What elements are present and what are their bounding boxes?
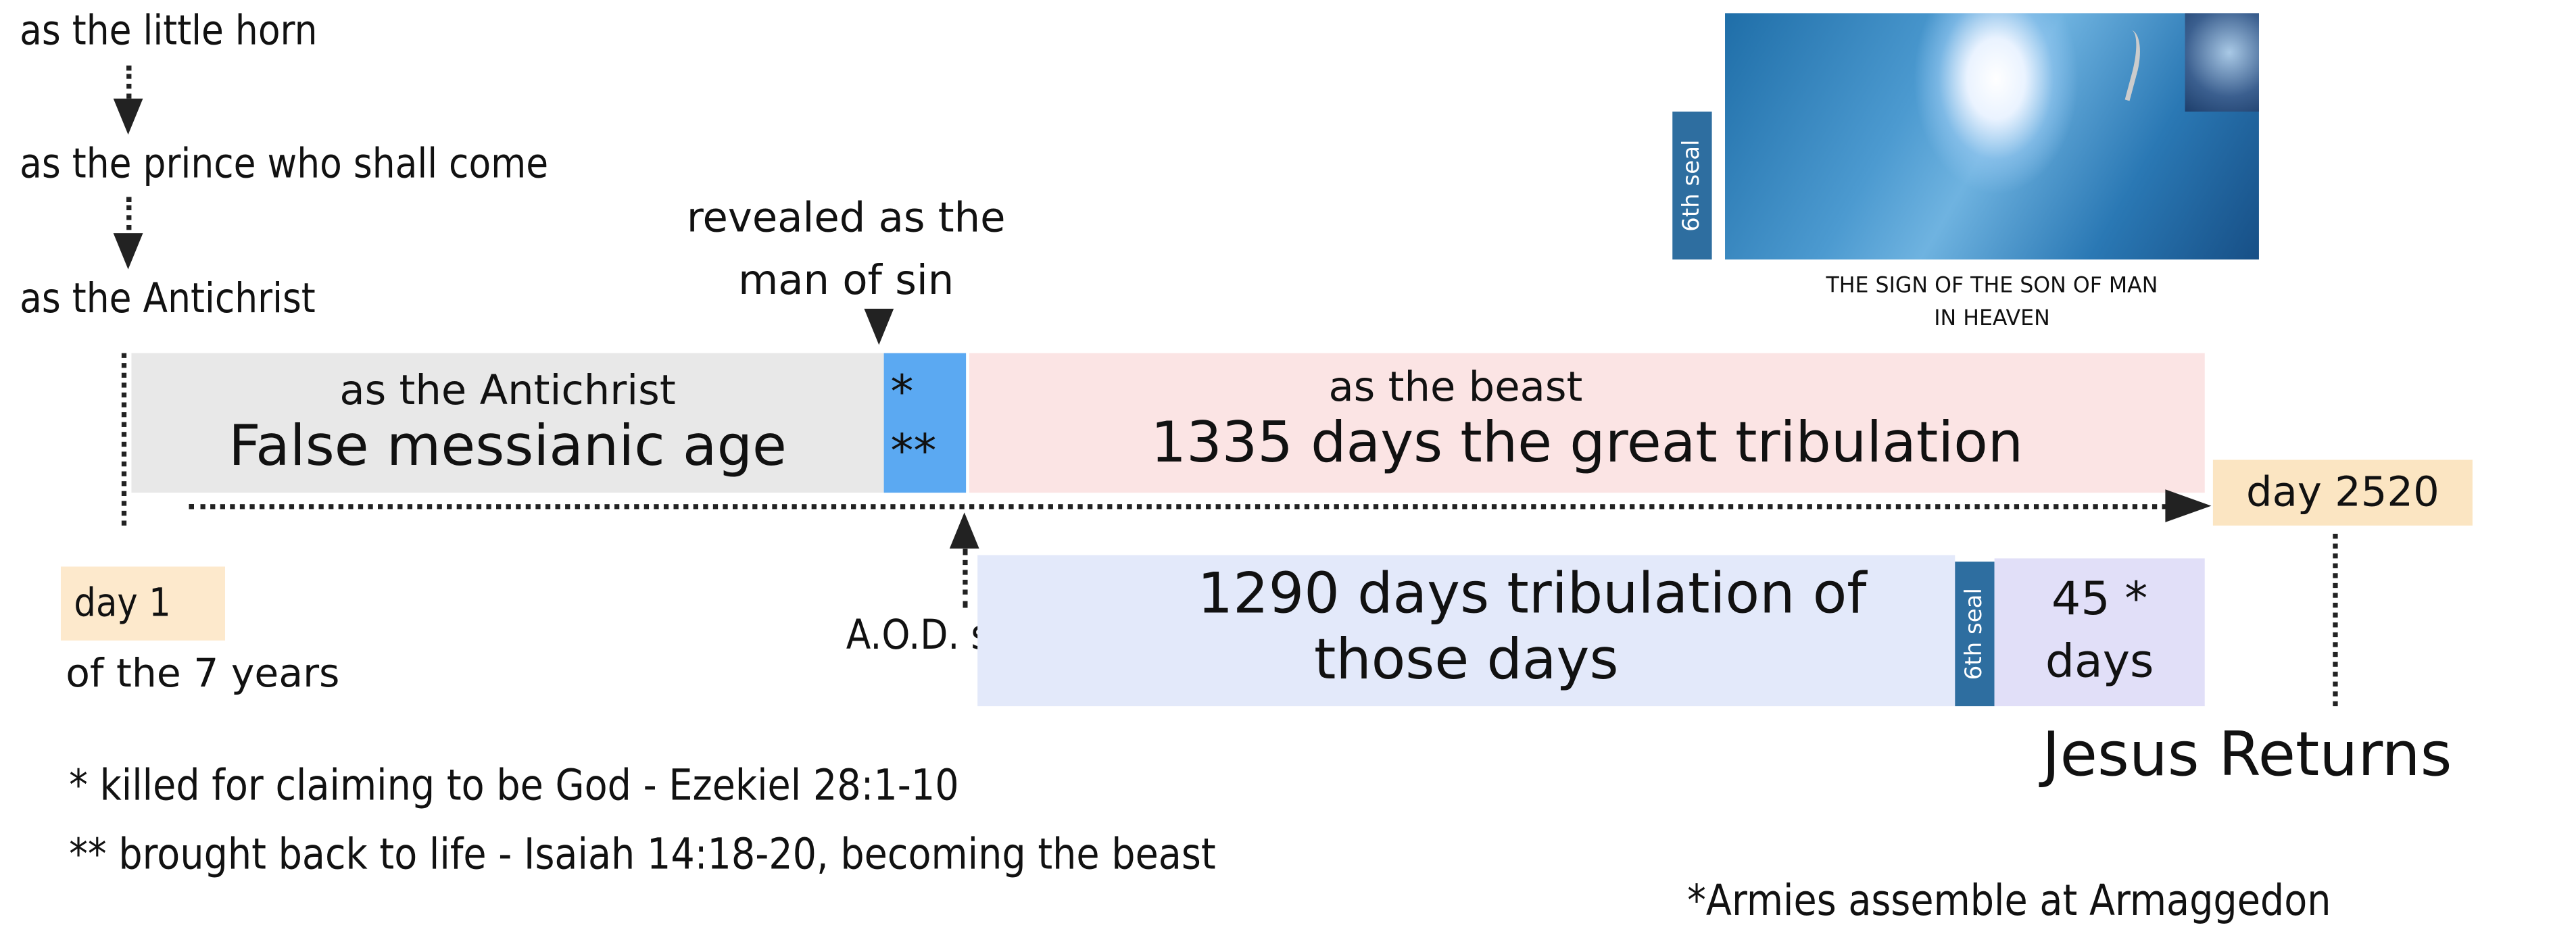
label-prince: as the prince who shall come [20, 140, 621, 187]
day-1-label: day 1 [60, 566, 225, 641]
sign-of-son-of-man-image [1725, 13, 2259, 260]
box-title: 1335 days the great tribulation [1150, 410, 2024, 476]
footnote-armageddon: *Armies assemble at Armaggedon [1687, 877, 2419, 926]
label-little-horn: as the little horn [20, 7, 358, 54]
death-resurrection-box: * ** [883, 353, 967, 493]
jesus-returns-label: Jesus Returns [2042, 719, 2452, 791]
footnote-killed: * killed for claiming to be God - Ezekie… [69, 762, 1080, 812]
dotted-connector [963, 548, 968, 608]
day-text: day 2520 [2246, 468, 2439, 516]
great-tribulation-box: as the beast 1335 days the great tribula… [969, 353, 2205, 493]
seven-years-label: of the 7 years [66, 650, 340, 697]
label-revealed: revealed as the man of sin [657, 187, 1035, 312]
sixth-seal-badge: 6th seal [1672, 111, 1712, 260]
start-marker [121, 353, 127, 526]
asterisk-text: * [890, 364, 914, 419]
box-line: those days [1313, 627, 1619, 693]
dotted-connector [126, 66, 132, 109]
tribulation-1290-box: 1290 days tribulation of those days [977, 555, 1955, 707]
seal-text: 6th seal [1962, 587, 1988, 680]
label-text: revealed as the [686, 193, 1006, 242]
sixth-seal-badge: 6th seal [1955, 562, 1995, 707]
arrow-up-icon [949, 512, 979, 549]
box-line: days [2045, 634, 2154, 689]
caption-text: IN HEAVEN [1934, 307, 2050, 332]
caption-text: THE SIGN OF THE SON OF MAN [1826, 274, 2158, 299]
nebula-graphic [2185, 13, 2259, 112]
box-line: 45 * [2051, 571, 2148, 626]
box-title: False messianic age [228, 414, 787, 480]
box-subtitle: as the beast [1328, 363, 1583, 411]
image-caption: THE SIGN OF THE SON OF MAN IN HEAVEN [1709, 271, 2276, 337]
day-2520-label: day 2520 [2212, 459, 2473, 526]
arrow-down-icon [864, 308, 894, 345]
scythe-graphic [2102, 27, 2148, 101]
timeline-axis [189, 504, 2177, 509]
days-45-box: 45 * days [1994, 558, 2205, 707]
box-line: 1290 days tribulation of [1197, 562, 1867, 628]
label-text: as the prince who shall come [20, 139, 549, 188]
footnote-text: *Armies assemble at Armaggedon [1687, 876, 2331, 926]
footnote-text: ** brought back to life - Isaiah 14:18-2… [69, 830, 1216, 880]
arrow-down-icon [113, 98, 143, 135]
dotted-connector [126, 197, 132, 240]
box-subtitle: as the Antichrist [339, 366, 676, 414]
arrow-down-icon [113, 233, 143, 270]
arrow-right-icon [2165, 489, 2212, 522]
seal-text: 6th seal [1678, 139, 1705, 232]
end-marker [2333, 533, 2338, 707]
label-antichrist: as the Antichrist [20, 274, 356, 322]
false-messianic-age-box: as the Antichrist False messianic age [131, 353, 884, 493]
label-text: man of sin [738, 256, 954, 304]
day-text: day 1 [74, 579, 171, 626]
footnote-text: * killed for claiming to be God - Ezekie… [69, 762, 959, 812]
footnote-brought-back: ** brought back to life - Isaiah 14:18-2… [69, 831, 1372, 880]
label-text: as the little horn [20, 6, 318, 55]
asterisk-text: ** [890, 424, 937, 478]
label-text: as the Antichrist [20, 274, 316, 322]
